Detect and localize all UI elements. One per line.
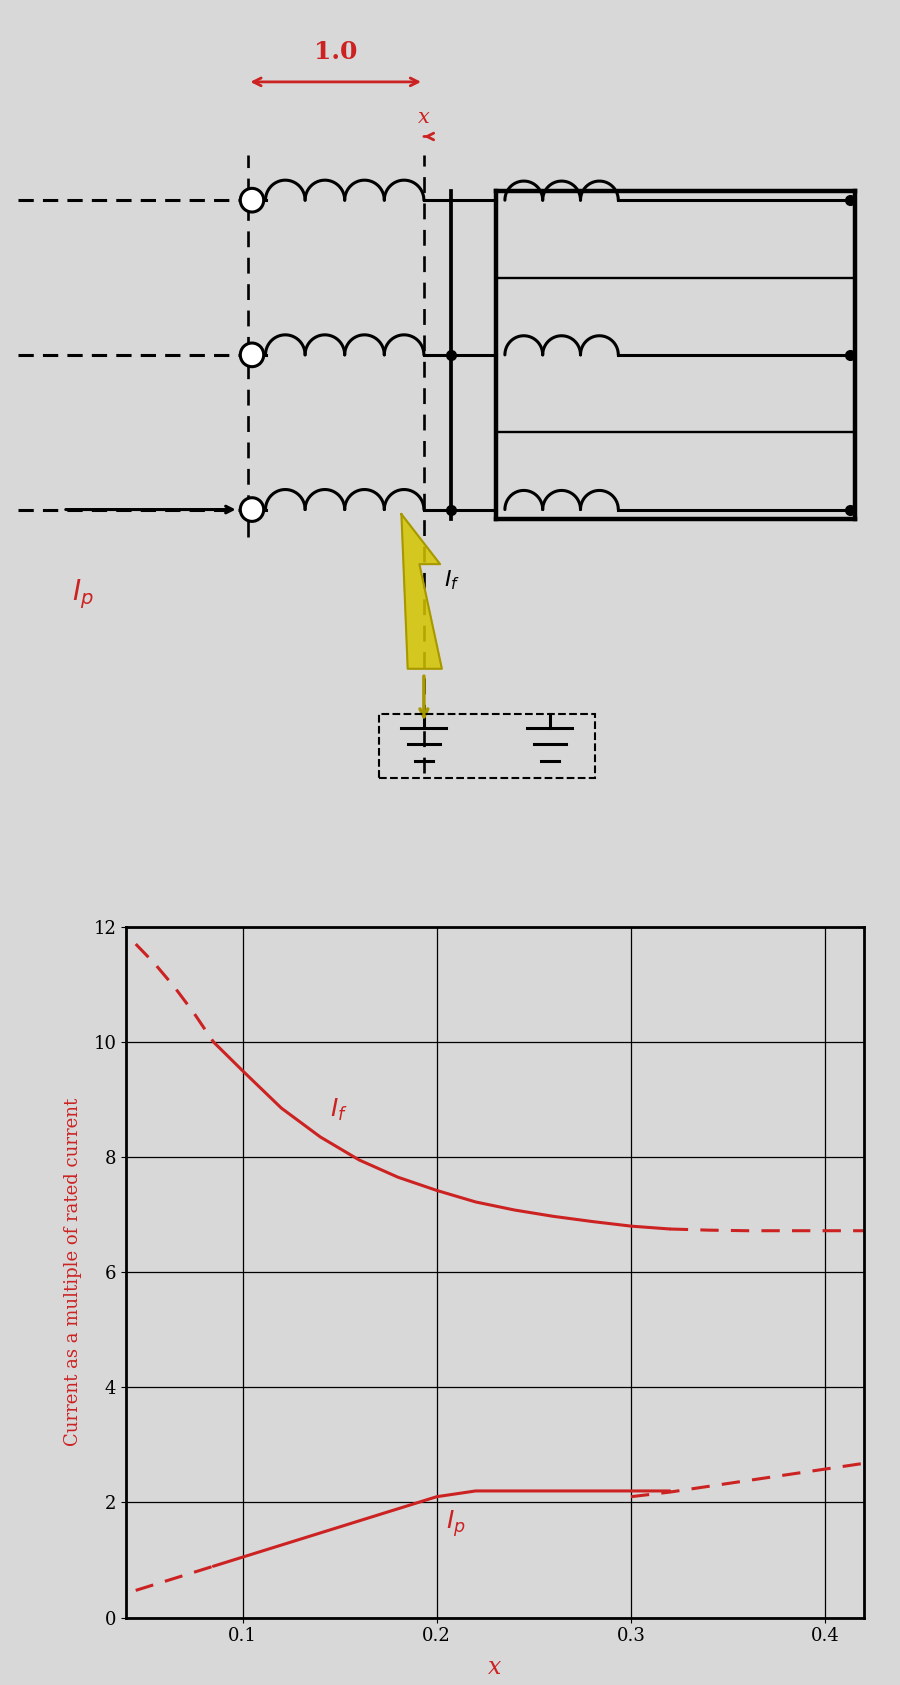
Text: $I_p$: $I_p$ xyxy=(446,1508,466,1538)
Circle shape xyxy=(240,344,264,367)
Text: 1.0: 1.0 xyxy=(314,40,357,64)
Text: $I_f$: $I_f$ xyxy=(330,1097,347,1122)
Circle shape xyxy=(240,189,264,212)
Bar xyxy=(379,714,595,778)
X-axis label: x: x xyxy=(489,1656,501,1680)
Polygon shape xyxy=(401,514,442,669)
Text: $I_p$: $I_p$ xyxy=(72,578,94,612)
Circle shape xyxy=(240,497,264,521)
Text: x: x xyxy=(418,108,430,128)
Text: $I_f$: $I_f$ xyxy=(444,570,460,593)
Y-axis label: Current as a multiple of rated current: Current as a multiple of rated current xyxy=(64,1099,82,1446)
